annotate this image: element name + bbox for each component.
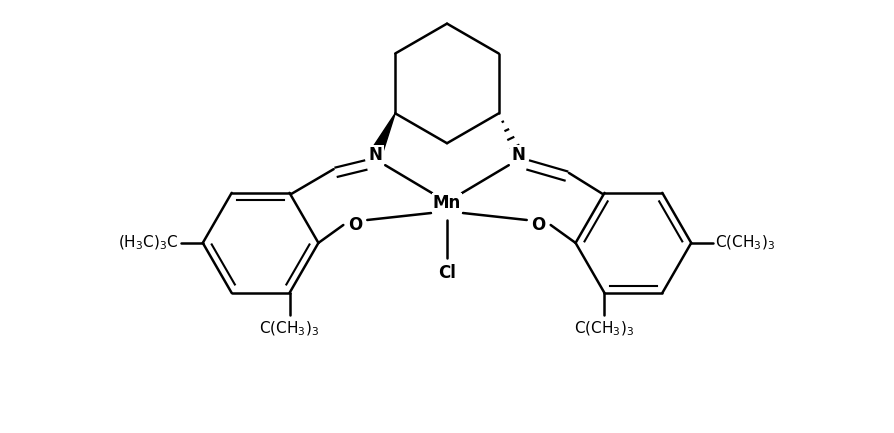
- Text: Mn: Mn: [433, 194, 461, 212]
- Text: C(CH$_3$)$_3$: C(CH$_3$)$_3$: [575, 320, 635, 338]
- Text: Cl: Cl: [438, 264, 456, 282]
- Text: C(CH$_3$)$_3$: C(CH$_3$)$_3$: [715, 234, 775, 252]
- Text: O: O: [348, 216, 362, 234]
- Text: N: N: [368, 146, 382, 164]
- Polygon shape: [369, 113, 395, 158]
- Text: O: O: [532, 216, 546, 234]
- Text: (H$_3$C)$_3$C: (H$_3$C)$_3$C: [118, 234, 179, 252]
- Text: N: N: [512, 146, 526, 164]
- Text: C(CH$_3$)$_3$: C(CH$_3$)$_3$: [259, 320, 319, 338]
